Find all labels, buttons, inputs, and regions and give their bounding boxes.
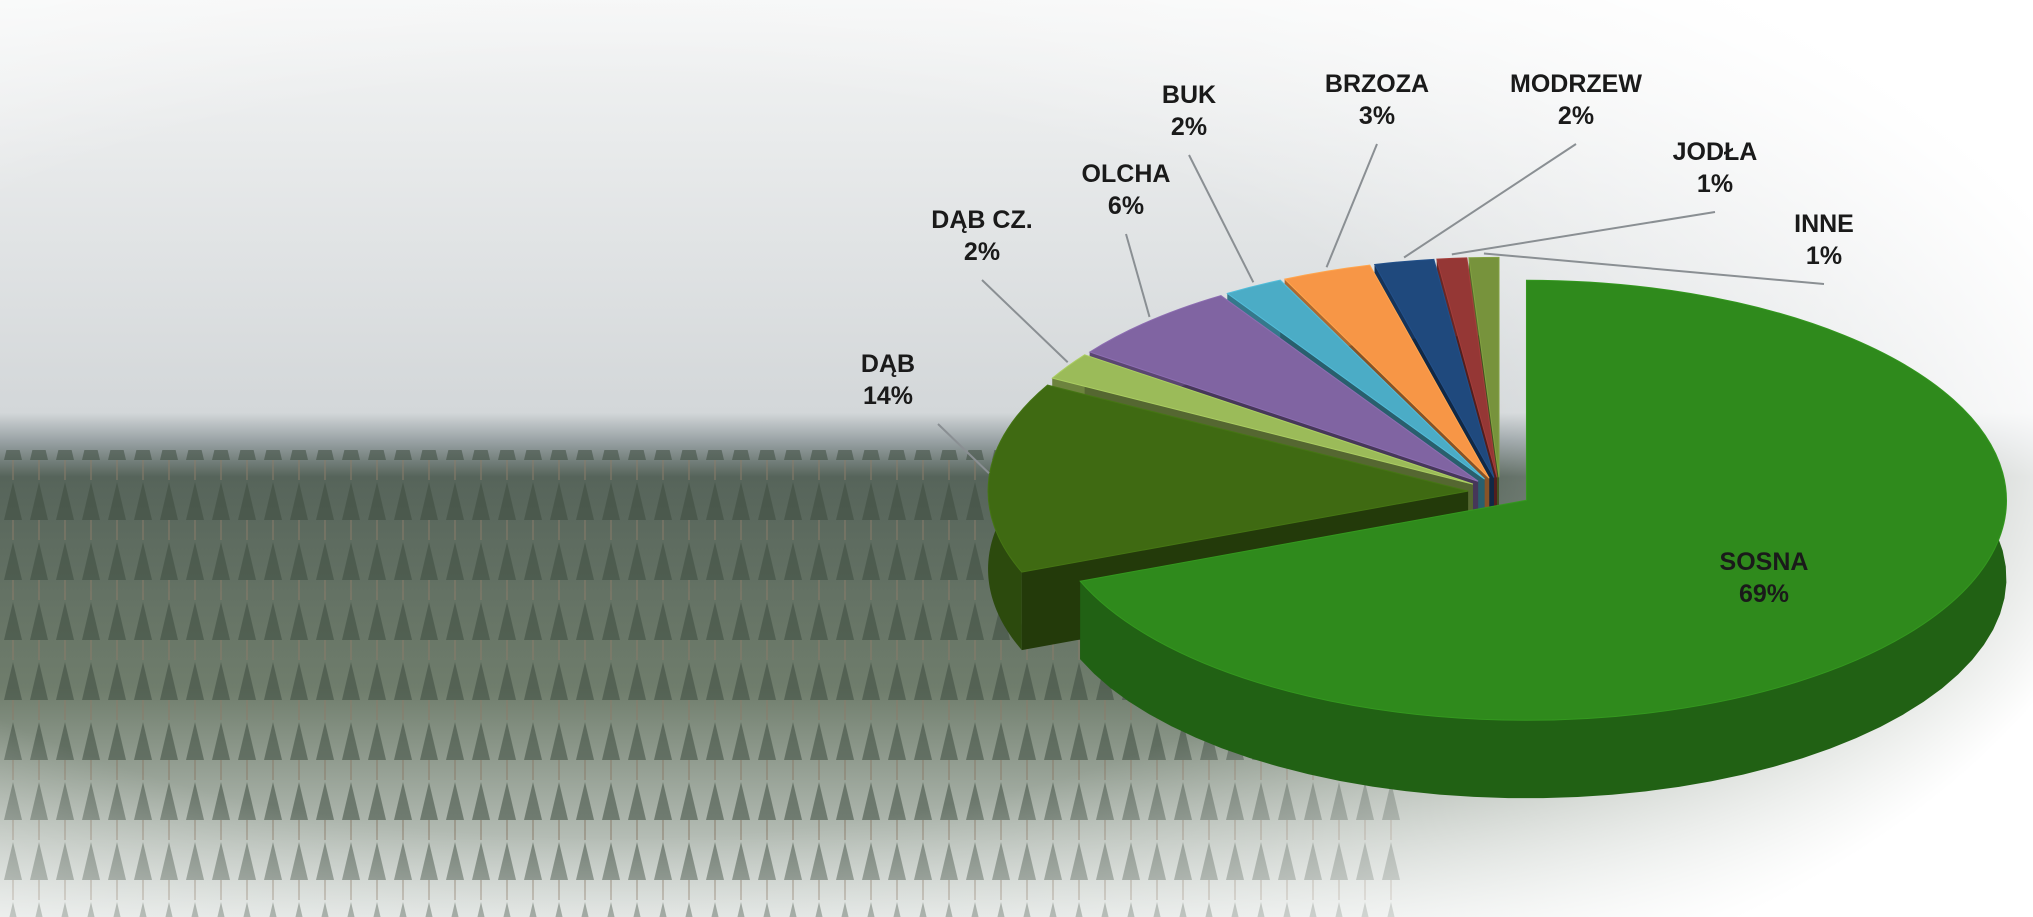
value-label: 1% bbox=[1806, 242, 1842, 270]
category-label: JODŁA bbox=[1673, 138, 1758, 166]
value-label: 14% bbox=[863, 382, 913, 410]
value-label: 2% bbox=[1558, 102, 1594, 130]
category-label: SOSNA bbox=[1720, 548, 1809, 576]
category-label: BRZOZA bbox=[1325, 70, 1429, 98]
category-label: DĄB CZ. bbox=[931, 206, 1032, 234]
category-label: INNE bbox=[1794, 210, 1854, 238]
category-label: DĄB bbox=[861, 350, 915, 378]
category-label: BUK bbox=[1162, 81, 1216, 109]
category-label: OLCHA bbox=[1082, 160, 1171, 188]
value-label: 3% bbox=[1359, 102, 1395, 130]
value-label: 2% bbox=[1171, 113, 1207, 141]
value-label: 69% bbox=[1739, 580, 1789, 608]
value-label: 6% bbox=[1108, 192, 1144, 220]
value-label: 2% bbox=[964, 238, 1000, 266]
value-label: 1% bbox=[1697, 170, 1733, 198]
chart: SOSNA69%DĄB14%DĄB CZ.2%OLCHA6%BUK2%BRZOZ… bbox=[0, 0, 2033, 917]
category-label: MODRZEW bbox=[1510, 70, 1642, 98]
